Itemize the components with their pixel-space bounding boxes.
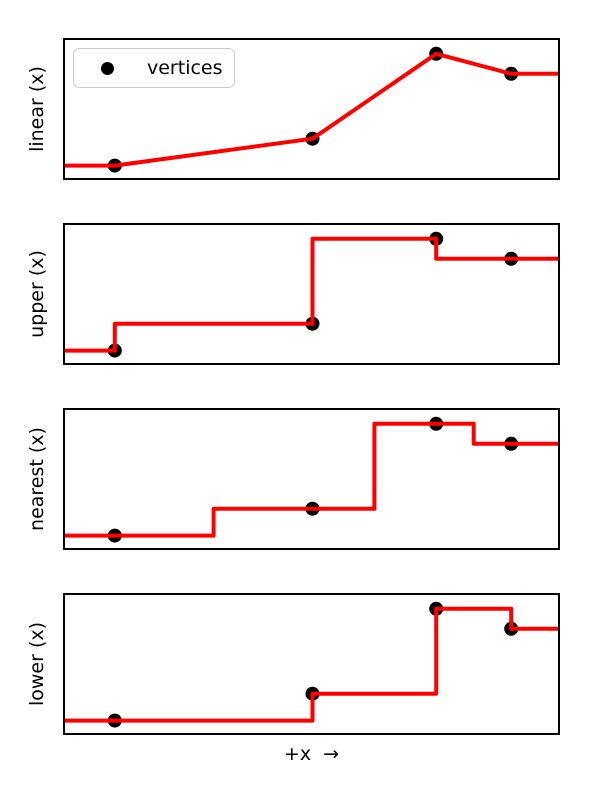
interpolation-line	[65, 236, 558, 353]
y-axis-label-nearest: nearest (x)	[16, 408, 58, 550]
legend-marker-dot-icon	[101, 61, 114, 75]
y-axis-label-upper: upper (x)	[16, 223, 58, 365]
y-axis-label-linear: linear (x)	[16, 38, 58, 180]
plot-area-linear	[65, 46, 558, 173]
subplot-upper	[63, 223, 560, 365]
plot-area-nearest	[65, 416, 558, 543]
legend: vertices	[73, 48, 235, 88]
y-axis-label-lower: lower (x)	[16, 593, 58, 735]
y-axis-label-text: nearest (x)	[26, 427, 49, 531]
subplot-linear: vertices	[63, 38, 560, 180]
plot-area-upper	[65, 231, 558, 358]
plot-area-lower	[65, 601, 558, 728]
legend-label: vertices	[147, 57, 223, 79]
subplot-nearest	[63, 408, 560, 550]
interpolation-line	[65, 51, 558, 168]
y-axis-label-text: linear (x)	[26, 66, 49, 152]
y-axis-label-text: upper (x)	[26, 250, 48, 338]
subplot-lower	[63, 593, 560, 735]
interpolation-line	[65, 421, 558, 538]
y-axis-label-text: lower (x)	[26, 621, 48, 707]
x-axis-label: +x →	[283, 743, 340, 765]
interpolation-line	[65, 606, 558, 723]
